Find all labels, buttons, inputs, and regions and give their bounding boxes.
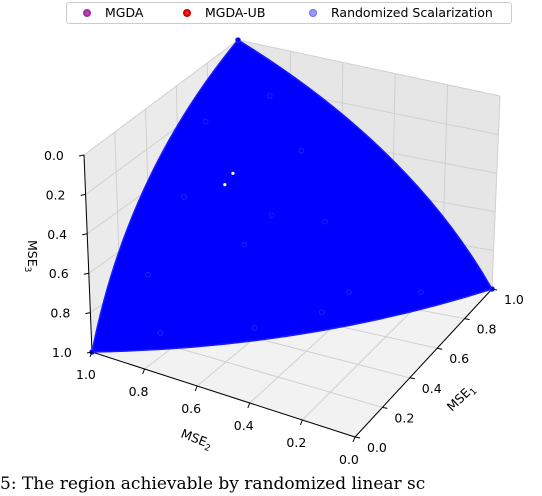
z-tick-4: [85, 312, 91, 315]
z-tick-label-3: 0.6: [49, 266, 69, 281]
grid-back-z-0: [237, 39, 501, 97]
z-tick-label-2: 0.4: [47, 227, 67, 242]
x-tick-0: [354, 436, 361, 439]
randomized-scalarization-region: [91, 39, 494, 353]
legend-entry-mgda: MGDA: [77, 5, 157, 21]
x-axis-title: MSE1: [444, 381, 480, 416]
legend-label-mgda: MGDA: [105, 5, 144, 20]
y-tick-1: [142, 368, 146, 375]
grid-back-y-5: [491, 95, 501, 290]
legend-entry-mgda-ub: MGDA-UB: [177, 5, 287, 21]
x-tick-1: [382, 406, 388, 409]
x-tick-4: [464, 318, 470, 321]
y-tick-3: [247, 402, 251, 409]
figure-caption: 5: The region achievable by randomized l…: [0, 474, 426, 494]
z-axis-title: MSE3: [22, 240, 40, 272]
x-tick-5: [491, 288, 498, 291]
x-tick-label-2: 0.4: [422, 381, 442, 396]
z-tick-label-4: 0.8: [50, 306, 70, 321]
x-tick-label-0: 0.0: [367, 440, 387, 455]
z-tick-5: [86, 351, 93, 354]
series-randomized-scalarization-region: [89, 37, 495, 355]
y-tick-label-4: 0.2: [286, 435, 306, 450]
legend-marker-mgda: [83, 9, 91, 17]
z-tick-2: [82, 233, 88, 236]
x-tick-label-4: 0.8: [477, 322, 497, 337]
randomized-scalarization-point: [298, 148, 305, 154]
axis-lines: [83, 154, 493, 438]
randomized-scalarization-point: [268, 212, 275, 219]
legend: MGDA MGDA-UB Randomized Scalarization: [66, 2, 512, 24]
x-axis-line: [354, 288, 493, 438]
y-tick-label-2: 0.6: [181, 401, 201, 416]
y-tick-label-5: 0.0: [339, 452, 359, 467]
randomized-scalarization-point: [322, 218, 328, 225]
legend-entry-randomized-scalarization: Randomized Scalarization: [303, 5, 508, 21]
tick-marks: 0.0 0.2 0.4 0.6 0.8 1.0 1.0 0.8 0.6 0.4 0.2 0.0 0.0 0…: [44, 148, 524, 467]
y-tick-label-3: 0.4: [234, 418, 254, 433]
randomized-scalarization-point: [346, 289, 352, 296]
randomized-scalarization-point: [251, 325, 258, 331]
randomized-scalarization-point: [157, 330, 164, 336]
randomized-scalarization-point: [241, 241, 248, 248]
z-tick-label-5: 1.0: [52, 345, 72, 360]
y-tick-label-0: 1.0: [76, 367, 96, 382]
randomized-scalarization-point: [235, 37, 241, 43]
region-gap: [231, 171, 235, 175]
z-tick-label-0: 0.0: [44, 148, 64, 163]
legend-label-randomized-scalarization: Randomized Scalarization: [331, 5, 493, 20]
z-tick-3: [83, 272, 89, 275]
y-axis-title: MSE2: [178, 426, 215, 454]
legend-marker-mgda-ub: [183, 9, 191, 17]
x-tick-label-1: 0.2: [394, 410, 414, 425]
x-tick-label-3: 0.6: [449, 351, 469, 366]
randomized-scalarization-point: [418, 289, 424, 296]
y-tick-4: [299, 419, 303, 426]
y-tick-label-1: 0.8: [129, 384, 149, 399]
z-tick-0: [78, 154, 85, 157]
z-tick-1: [80, 193, 86, 196]
y-tick-5: [352, 436, 356, 443]
region-gap: [223, 183, 227, 187]
y-tick-2: [194, 385, 198, 392]
randomized-scalarization-point: [145, 271, 151, 278]
legend-marker-randomized-scalarization: [309, 9, 317, 17]
legend-label-mgda-ub: MGDA-UB: [205, 5, 266, 20]
randomized-scalarization-point: [318, 309, 325, 316]
x-tick-3: [437, 347, 443, 350]
randomized-scalarization-point: [202, 118, 209, 125]
randomized-scalarization-point: [181, 194, 187, 200]
y-tick-0: [89, 351, 93, 358]
y-axis-line: [91, 351, 356, 438]
x-tick-label-5: 1.0: [504, 292, 524, 307]
x-tick-2: [409, 377, 415, 380]
randomized-scalarization-point: [266, 93, 273, 99]
grid-left-z-0: [83, 39, 239, 156]
z-tick-label-1: 0.2: [46, 187, 66, 202]
z-axis-line: [83, 154, 93, 353]
